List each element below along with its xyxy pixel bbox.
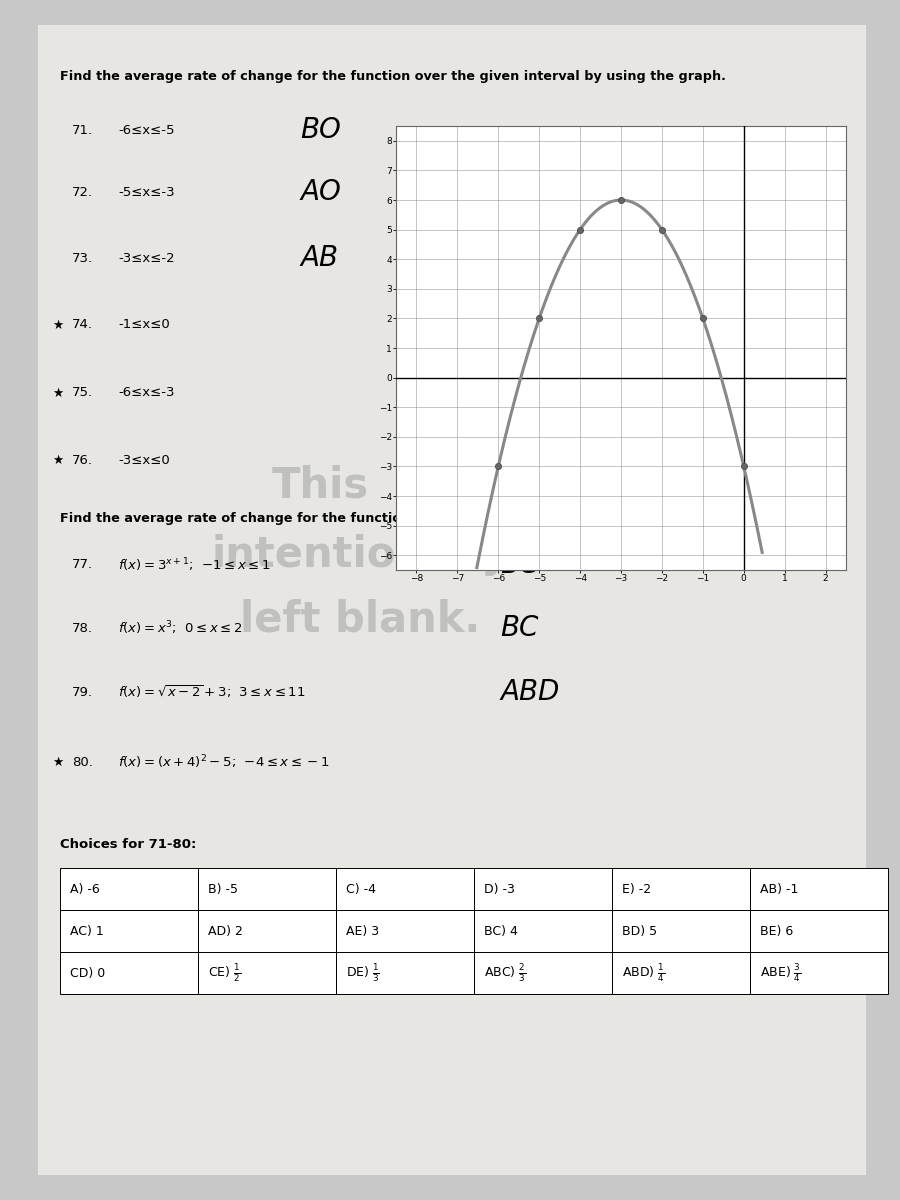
- Text: -3≤x≤0: -3≤x≤0: [118, 454, 170, 467]
- Text: B) -5: B) -5: [208, 882, 238, 895]
- Bar: [336, 910, 474, 952]
- Bar: [474, 868, 612, 910]
- Bar: [612, 910, 750, 952]
- Text: BC: BC: [500, 614, 538, 642]
- Text: C) -4: C) -4: [346, 882, 376, 895]
- Text: left blank.: left blank.: [240, 599, 480, 641]
- Bar: [198, 868, 336, 910]
- Bar: [612, 868, 750, 910]
- Text: BE) 6: BE) 6: [760, 924, 793, 937]
- Text: 71.: 71.: [72, 124, 93, 137]
- Bar: [198, 952, 336, 994]
- Text: BD) 5: BD) 5: [622, 924, 657, 937]
- Text: AC) 1: AC) 1: [70, 924, 104, 937]
- Text: 76.: 76.: [72, 454, 93, 467]
- Bar: [336, 868, 474, 910]
- Bar: [474, 952, 612, 994]
- Text: -1≤x≤0: -1≤x≤0: [118, 318, 170, 331]
- Text: $f(x)=\sqrt{x-2}+3$;  $3\leq x\leq 11$: $f(x)=\sqrt{x-2}+3$; $3\leq x\leq 11$: [118, 684, 305, 701]
- Bar: [60, 952, 198, 994]
- Text: 79.: 79.: [72, 685, 93, 698]
- Text: 74.: 74.: [72, 318, 93, 331]
- Text: ★: ★: [52, 756, 63, 768]
- Bar: [750, 910, 888, 952]
- Text: ABC) $\frac{2}{3}$: ABC) $\frac{2}{3}$: [484, 962, 526, 984]
- Text: 80.: 80.: [72, 756, 93, 768]
- Text: 78.: 78.: [72, 622, 93, 635]
- Text: AD) 2: AD) 2: [208, 924, 243, 937]
- Text: CE) $\frac{1}{2}$: CE) $\frac{1}{2}$: [208, 962, 241, 984]
- Text: CD) 0: CD) 0: [70, 966, 105, 979]
- Bar: [198, 910, 336, 952]
- Text: D) -3: D) -3: [484, 882, 515, 895]
- Bar: [60, 910, 198, 952]
- Text: 75.: 75.: [72, 386, 93, 400]
- Text: BC: BC: [500, 551, 538, 578]
- Text: ABD) $\frac{1}{4}$: ABD) $\frac{1}{4}$: [622, 962, 665, 984]
- Text: BC) 4: BC) 4: [484, 924, 518, 937]
- Text: AO: AO: [300, 178, 341, 206]
- Text: AB) -1: AB) -1: [760, 882, 798, 895]
- Text: ★: ★: [52, 454, 63, 467]
- Text: ABE) $\frac{3}{4}$: ABE) $\frac{3}{4}$: [760, 962, 801, 984]
- Text: $f(x)=3^{x+1}$;  $-1\leq x\leq 1$: $f(x)=3^{x+1}$; $-1\leq x\leq 1$: [118, 557, 271, 574]
- Bar: [336, 952, 474, 994]
- Text: -3≤x≤-2: -3≤x≤-2: [118, 252, 175, 264]
- Text: -5≤x≤-3: -5≤x≤-3: [118, 186, 175, 198]
- Bar: [612, 952, 750, 994]
- Text: AB: AB: [300, 244, 338, 272]
- Text: Find the average rate of change for the function over the given interval by usin: Find the average rate of change for the …: [60, 70, 726, 83]
- Text: $f(x)=(x+4)^2-5$;  $-4\leq x\leq -1$: $f(x)=(x+4)^2-5$; $-4\leq x\leq -1$: [118, 754, 329, 770]
- Text: intentionally: intentionally: [212, 534, 508, 576]
- Text: Find the average rate of change for the function over the interval.: Find the average rate of change for the …: [60, 512, 540, 526]
- Bar: [60, 868, 198, 910]
- Text: 73.: 73.: [72, 252, 93, 264]
- Text: ABD: ABD: [500, 678, 560, 706]
- Text: AE) 3: AE) 3: [346, 924, 379, 937]
- Text: -6≤x≤-3: -6≤x≤-3: [118, 386, 175, 400]
- Text: E) -2: E) -2: [622, 882, 651, 895]
- Bar: [474, 910, 612, 952]
- Text: ★: ★: [52, 318, 63, 331]
- Text: ★: ★: [52, 386, 63, 400]
- Text: 72.: 72.: [72, 186, 93, 198]
- Text: This: This: [272, 464, 369, 506]
- Text: $f(x)=x^3$;  $0\leq x\leq 2$: $f(x)=x^3$; $0\leq x\leq 2$: [118, 619, 243, 637]
- Text: A) -6: A) -6: [70, 882, 100, 895]
- Text: Choices for 71-80:: Choices for 71-80:: [60, 838, 196, 851]
- Bar: [750, 952, 888, 994]
- Bar: [750, 868, 888, 910]
- Text: DE) $\frac{1}{3}$: DE) $\frac{1}{3}$: [346, 962, 380, 984]
- Text: BO: BO: [300, 116, 341, 144]
- Text: -6≤x≤-5: -6≤x≤-5: [118, 124, 175, 137]
- Text: 77.: 77.: [72, 558, 93, 571]
